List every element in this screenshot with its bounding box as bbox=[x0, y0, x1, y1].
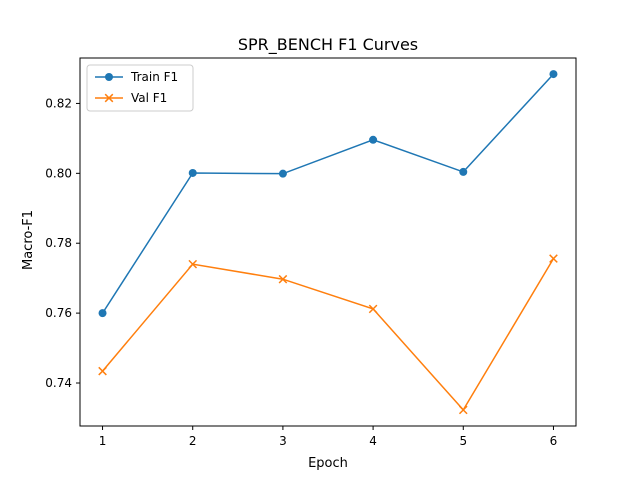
y-axis: 0.74 0.76 0.78 0.80 0.82 bbox=[45, 96, 80, 390]
legend-label: Val F1 bbox=[131, 91, 167, 105]
data-point bbox=[458, 405, 468, 415]
data-point bbox=[549, 70, 558, 79]
legend: Train F1 Val F1 bbox=[86, 64, 194, 112]
x-tick-label: 1 bbox=[99, 434, 107, 448]
plot-area bbox=[79, 57, 577, 427]
y-tick-label: 0.78 bbox=[45, 236, 72, 250]
data-point bbox=[368, 304, 378, 314]
axes-frame bbox=[79, 57, 577, 427]
legend-marker bbox=[104, 93, 114, 103]
data-point bbox=[459, 167, 468, 176]
data-point bbox=[188, 259, 198, 269]
legend-marker bbox=[105, 73, 113, 81]
x-tick-label: 6 bbox=[550, 434, 558, 448]
x-axis-label: Epoch bbox=[308, 456, 348, 471]
data-point bbox=[278, 169, 287, 178]
legend-item: Train F1 bbox=[95, 70, 178, 84]
x-axis: 1 2 3 4 5 6 bbox=[99, 426, 558, 448]
chart-title: SPR_BENCH F1 Curves bbox=[238, 35, 418, 55]
data-point bbox=[278, 274, 288, 284]
data-point bbox=[98, 309, 107, 318]
y-tick-label: 0.76 bbox=[45, 306, 72, 320]
series-line-0 bbox=[101, 73, 555, 314]
series-line-1 bbox=[101, 258, 555, 412]
y-tick-label: 0.82 bbox=[45, 96, 72, 110]
data-point bbox=[549, 254, 558, 263]
data-point bbox=[188, 168, 197, 177]
x-tick-label: 4 bbox=[369, 434, 377, 448]
data-point bbox=[369, 135, 378, 144]
legend-item: Val F1 bbox=[95, 91, 167, 105]
x-tick-label: 5 bbox=[459, 434, 467, 448]
y-tick-label: 0.80 bbox=[45, 166, 72, 180]
y-tick-label: 0.74 bbox=[45, 376, 72, 390]
x-tick-label: 2 bbox=[189, 434, 197, 448]
data-point bbox=[98, 366, 107, 376]
legend-label: Train F1 bbox=[130, 70, 178, 84]
x-tick-label: 3 bbox=[279, 434, 287, 448]
y-axis-label: Macro-F1 bbox=[21, 210, 36, 270]
